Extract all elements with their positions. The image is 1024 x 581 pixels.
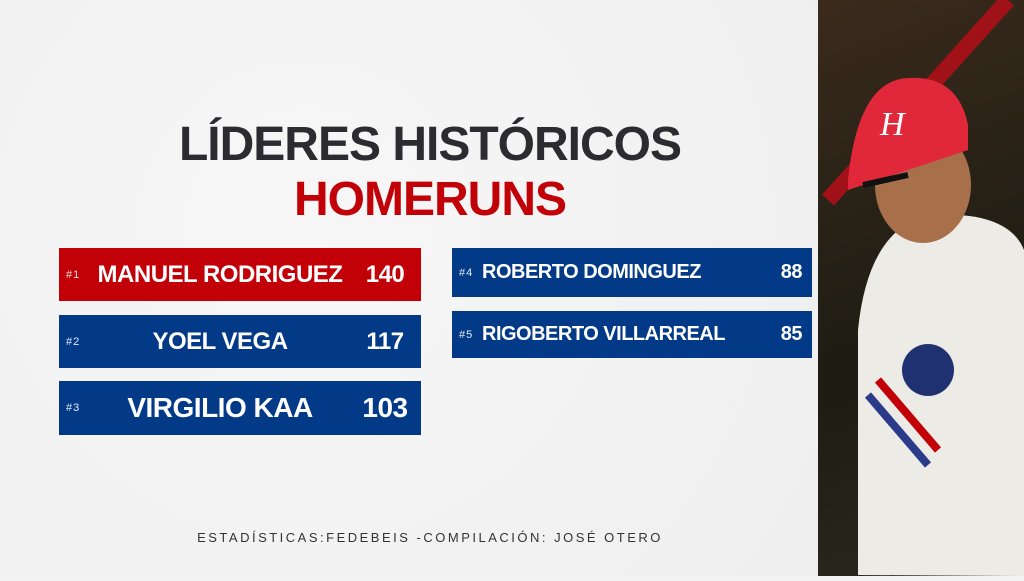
leader-row-2: #2 YOEL VEGA 117: [59, 315, 421, 368]
player-name: YOEL VEGA: [152, 327, 288, 355]
rank: #5: [459, 328, 474, 341]
player-name: MANUEL RODRIGUEZ: [97, 260, 343, 288]
homerun-count: 85: [780, 323, 803, 345]
player-name: RIGOBERTO VILLARREAL: [482, 323, 725, 345]
player-name: ROBERTO DOMINGUEZ: [482, 261, 701, 283]
rank: #1: [66, 268, 81, 281]
rank: #4: [459, 266, 474, 279]
rank: #3: [66, 402, 81, 414]
batter-illustration: H: [822, 0, 1024, 576]
leader-row-5: #5 RIGOBERTO VILLARREAL 85: [452, 311, 812, 358]
footer-credit: ESTADÍSTICAS:FEDEBEIS -COMPILACIÓN: JOSÉ…: [197, 530, 663, 545]
homerun-count: 88: [780, 261, 803, 283]
leader-row-3: #3 VIRGILIO KAA 103: [59, 381, 421, 435]
player-name: VIRGILIO KAA: [127, 392, 313, 423]
leader-row-1: #1 MANUEL RODRIGUEZ 140: [59, 248, 421, 301]
homerun-count: 117: [366, 327, 404, 355]
rank: #2: [66, 335, 81, 348]
cap-logo: H: [879, 106, 907, 143]
page-subtitle: HOMERUNS: [293, 173, 567, 226]
homerun-count: 103: [362, 392, 408, 423]
page-title: LÍDERES HISTÓRICOS: [178, 118, 682, 171]
homerun-count: 140: [365, 260, 405, 288]
player-photo: H: [818, 0, 1024, 576]
leader-row-4: #4 ROBERTO DOMINGUEZ 88: [452, 248, 812, 297]
